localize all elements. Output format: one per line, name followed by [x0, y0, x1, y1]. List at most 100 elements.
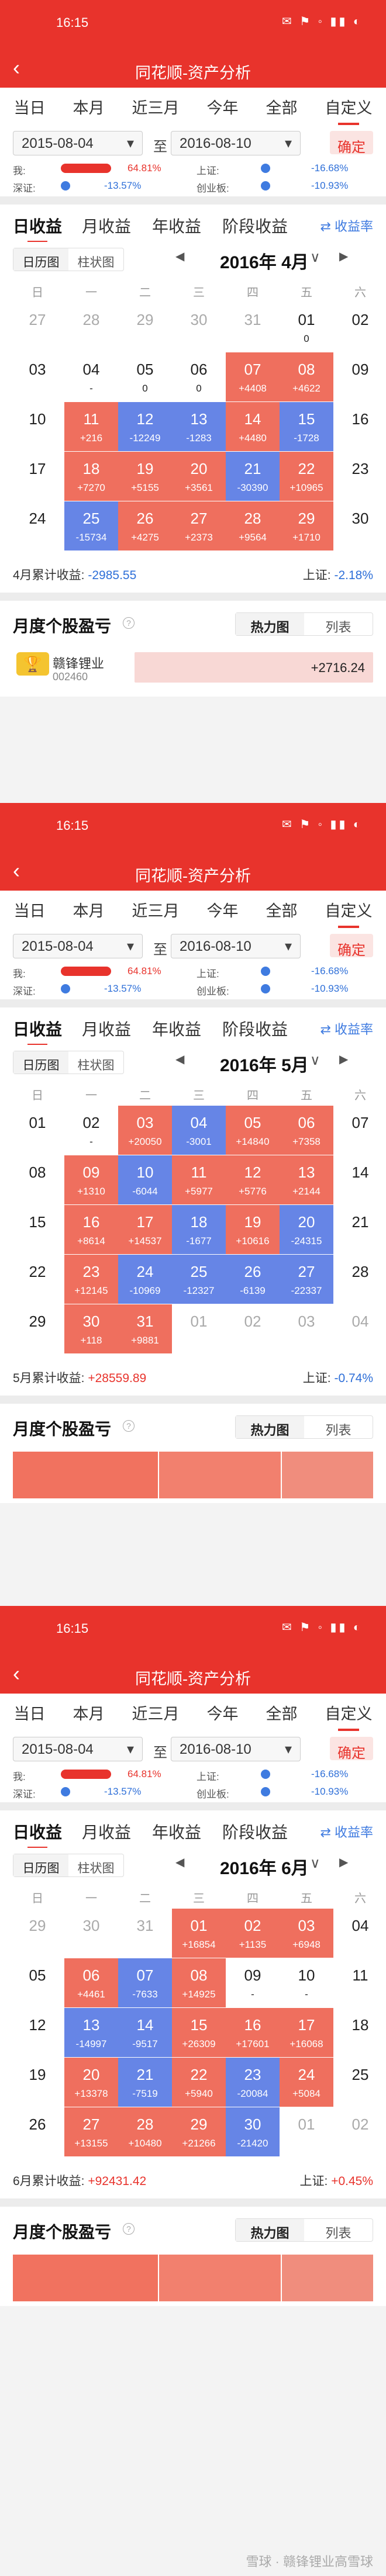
calendar-day-cell[interactable]: 29 +1710 — [280, 501, 333, 550]
calendar-view-button[interactable]: 日历图 — [13, 1051, 68, 1074]
back-arrow-icon[interactable]: ‹ — [13, 1661, 20, 1685]
calendar-day-cell[interactable]: 27 -22337 — [280, 1255, 333, 1304]
tab-today[interactable]: 当日 — [13, 1705, 46, 1723]
calendar-day-cell[interactable]: 14 — [333, 1155, 386, 1204]
calendar-day-cell[interactable]: 08 +14925 — [172, 1958, 226, 2007]
calendar-day-cell[interactable]: 03 — [11, 352, 64, 401]
next-month-icon[interactable]: ▶ — [339, 1053, 349, 1066]
heatmap-block[interactable] — [13, 1452, 158, 1498]
calendar-day-cell[interactable]: 29 +21266 — [172, 2107, 226, 2156]
calendar-day-cell[interactable]: 13 -14997 — [64, 2008, 118, 2057]
calendar-day-cell[interactable]: 16 +17601 — [226, 2008, 280, 2057]
calendar-day-cell[interactable]: 05 — [11, 1958, 64, 2007]
help-question-icon[interactable]: ? — [123, 2223, 135, 2235]
calendar-day-cell[interactable]: 09 - — [226, 1958, 280, 2007]
tab-all[interactable]: 全部 — [266, 1705, 298, 1723]
tab-daily-return[interactable]: 日收益 — [13, 214, 62, 243]
calendar-day-cell[interactable]: 24 +5084 — [280, 2058, 333, 2107]
return-rate-toggle[interactable]: ⇄ 收益率 — [320, 1019, 373, 1038]
calendar-day-cell[interactable]: 26 -6139 — [226, 1255, 280, 1304]
heatmap-button[interactable]: 热力图 — [236, 613, 304, 635]
heatmap-button[interactable]: 热力图 — [236, 2219, 304, 2241]
tab-monthly-return[interactable]: 月收益 — [82, 217, 132, 236]
calendar-day-cell[interactable]: 15 +26309 — [172, 2008, 226, 2057]
start-date-select[interactable]: 2015-08-04 ▾ — [13, 934, 143, 958]
calendar-day-cell[interactable]: 08 +4622 — [280, 352, 333, 401]
tab-today[interactable]: 当日 — [13, 902, 46, 920]
tab-yearly-return[interactable]: 年收益 — [152, 217, 202, 236]
tab-daily-return[interactable]: 日收益 — [13, 1820, 62, 1849]
calendar-day-cell[interactable]: 22 +5940 — [172, 2058, 226, 2107]
calendar-day-cell[interactable]: 28 — [333, 1255, 386, 1304]
confirm-button[interactable]: 确定 — [330, 934, 373, 958]
tab-three-months[interactable]: 近三月 — [132, 902, 180, 920]
return-rate-toggle[interactable]: ⇄ 收益率 — [320, 1822, 373, 1841]
heatmap-block[interactable] — [282, 1452, 373, 1498]
calendar-day-cell[interactable]: 28 +10480 — [118, 2107, 172, 2156]
calendar-day-cell[interactable]: 11 +5977 — [172, 1155, 226, 1204]
calendar-view-button[interactable]: 日历图 — [13, 248, 68, 271]
calendar-day-cell[interactable]: 02 - — [64, 1106, 118, 1155]
heatmap-block[interactable] — [13, 2255, 158, 2301]
tab-monthly-return[interactable]: 月收益 — [82, 1823, 132, 1841]
calendar-day-cell[interactable]: 18 -1677 — [172, 1205, 226, 1254]
tab-this-month[interactable]: 本月 — [73, 902, 105, 920]
calendar-day-cell[interactable]: 30 -21420 — [226, 2107, 280, 2156]
stock-row[interactable]: 🏆 赣锋锂业 002460 +2716.24 — [0, 648, 386, 697]
next-month-icon[interactable]: ▶ — [339, 250, 349, 263]
calendar-day-cell[interactable]: 13 -1283 — [172, 402, 226, 451]
calendar-day-cell[interactable]: 23 -20084 — [226, 2058, 280, 2107]
tab-yearly-return[interactable]: 年收益 — [152, 1020, 202, 1038]
month-picker-chevron-icon[interactable]: ∨ — [310, 250, 320, 265]
calendar-day-cell[interactable]: 23 — [333, 452, 386, 501]
tab-all[interactable]: 全部 — [266, 902, 298, 920]
calendar-day-cell[interactable]: 20 +13378 — [64, 2058, 118, 2107]
calendar-day-cell[interactable]: 10 - — [280, 1958, 333, 2007]
calendar-day-cell[interactable]: 07 -7633 — [118, 1958, 172, 2007]
tab-custom[interactable]: 自定义 — [325, 1701, 373, 1731]
calendar-day-cell[interactable]: 23 +12145 — [64, 1255, 118, 1304]
calendar-day-cell[interactable]: 17 +16068 — [280, 2008, 333, 2057]
confirm-button[interactable]: 确定 — [330, 1737, 373, 1761]
calendar-day-cell[interactable]: 20 -24315 — [280, 1205, 333, 1254]
tab-this-year[interactable]: 今年 — [206, 1705, 239, 1723]
end-date-select[interactable]: 2016-08-10 ▾ — [171, 131, 301, 155]
heatmap-block[interactable] — [282, 2255, 373, 2301]
tab-custom[interactable]: 自定义 — [325, 95, 373, 125]
prev-month-icon[interactable]: ◀ — [175, 1856, 185, 1869]
start-date-select[interactable]: 2015-08-04 ▾ — [13, 131, 143, 155]
calendar-day-cell[interactable]: 16 +8614 — [64, 1205, 118, 1254]
bar-view-button[interactable]: 柱状图 — [77, 1862, 115, 1875]
tab-stage-return[interactable]: 阶段收益 — [222, 1823, 288, 1841]
calendar-day-cell[interactable]: 12 +5776 — [226, 1155, 280, 1204]
calendar-day-cell[interactable]: 12 — [11, 2008, 64, 2057]
return-rate-toggle[interactable]: ⇄ 收益率 — [320, 216, 373, 235]
calendar-day-cell[interactable]: 19 +10616 — [226, 1205, 280, 1254]
calendar-day-cell[interactable]: 30 — [333, 501, 386, 550]
calendar-day-cell[interactable]: 09 +1310 — [64, 1155, 118, 1204]
tab-three-months[interactable]: 近三月 — [132, 1705, 180, 1723]
calendar-day-cell[interactable]: 06 0 — [172, 352, 226, 401]
tab-this-year[interactable]: 今年 — [206, 99, 239, 117]
calendar-day-cell[interactable]: 22 +10965 — [280, 452, 333, 501]
calendar-day-cell[interactable]: 11 +216 — [64, 402, 118, 451]
calendar-day-cell[interactable]: 05 +14840 — [226, 1106, 280, 1155]
list-button[interactable]: 列表 — [325, 620, 351, 635]
calendar-day-cell[interactable]: 13 +2144 — [280, 1155, 333, 1204]
calendar-day-cell[interactable]: 01 — [11, 1106, 64, 1155]
calendar-day-cell[interactable]: 26 +4275 — [118, 501, 172, 550]
calendar-day-cell[interactable]: 11 — [333, 1958, 386, 2007]
tab-custom[interactable]: 自定义 — [325, 898, 373, 928]
prev-month-icon[interactable]: ◀ — [175, 1053, 185, 1066]
calendar-day-cell[interactable]: 06 +4461 — [64, 1958, 118, 2007]
calendar-day-cell[interactable]: 27 +2373 — [172, 501, 226, 550]
calendar-day-cell[interactable]: 15 -1728 — [280, 402, 333, 451]
calendar-day-cell[interactable]: 16 — [333, 402, 386, 451]
calendar-day-cell[interactable]: 19 — [11, 2058, 64, 2107]
calendar-day-cell[interactable]: 10 — [11, 402, 64, 451]
tab-daily-return[interactable]: 日收益 — [13, 1017, 62, 1046]
start-date-select[interactable]: 2015-08-04 ▾ — [13, 1737, 143, 1761]
calendar-day-cell[interactable]: 18 — [333, 2008, 386, 2057]
tab-stage-return[interactable]: 阶段收益 — [222, 1020, 288, 1038]
tab-three-months[interactable]: 近三月 — [132, 99, 180, 117]
